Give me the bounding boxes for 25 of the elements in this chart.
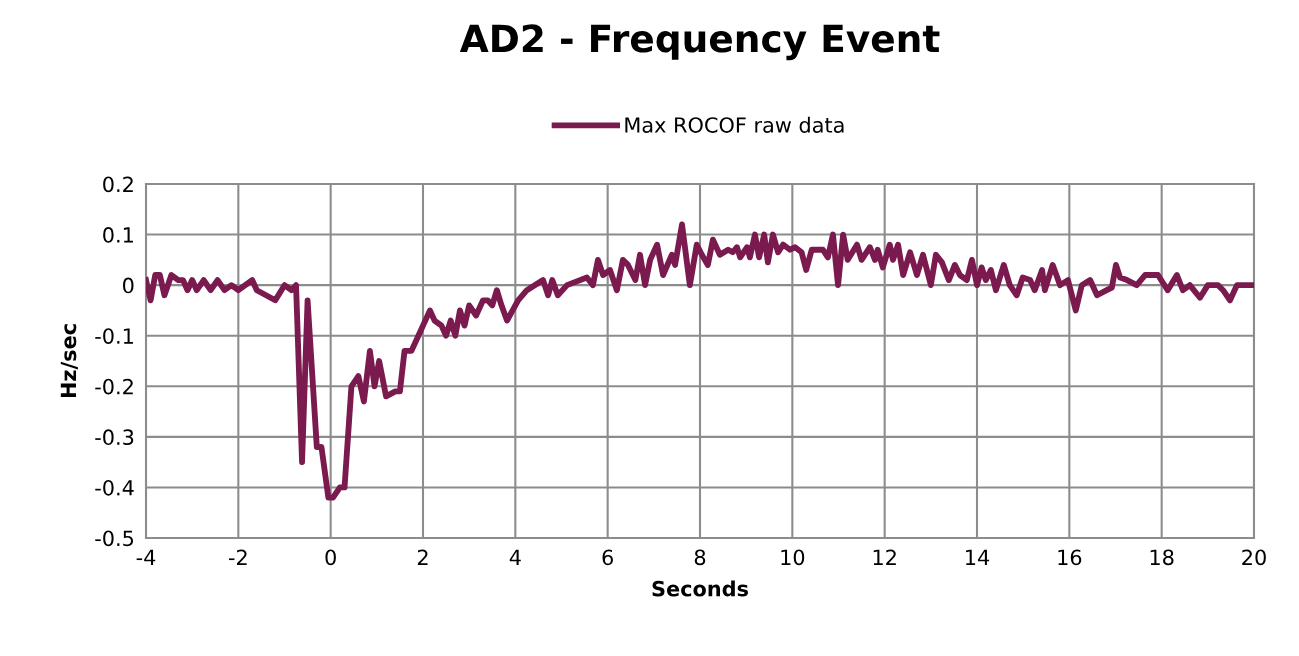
x-tick-label: 4 (509, 549, 521, 565)
y-tick-label: -0.2 (95, 378, 133, 395)
y-tick-label: -0.3 (95, 429, 134, 446)
x-tick-label: 16 (1058, 549, 1082, 566)
x-tick-label: 14 (966, 549, 990, 565)
y-tick-label: 0.1 (103, 227, 133, 243)
y-axis-title: Hz/sec (60, 324, 78, 398)
y-tick-label: -0.1 (95, 328, 133, 344)
x-tick-label: 18 (1150, 549, 1174, 566)
legend-label: Max ROCOF raw data (625, 116, 844, 133)
x-tick-label: 12 (873, 549, 896, 565)
x-tick-label: 6 (602, 549, 613, 566)
y-tick-label: 0 (123, 277, 134, 294)
x-tick-label: 20 (1242, 549, 1266, 566)
chart-title: AD2 - Frequency Event (459, 24, 940, 61)
x-axis-title: Seconds (652, 580, 748, 597)
x-tick-label: -2 (228, 549, 247, 565)
y-tick-label: -0.5 (95, 530, 134, 547)
x-tick-label: 2 (417, 549, 428, 565)
y-tick-label: 0.2 (103, 176, 133, 193)
x-tick-label: 8 (694, 549, 706, 566)
x-tick-label: 10 (781, 549, 805, 566)
x-tick-label: 0 (325, 549, 336, 566)
y-tick-label: -0.4 (95, 479, 134, 496)
x-tick-label: -4 (136, 549, 156, 565)
